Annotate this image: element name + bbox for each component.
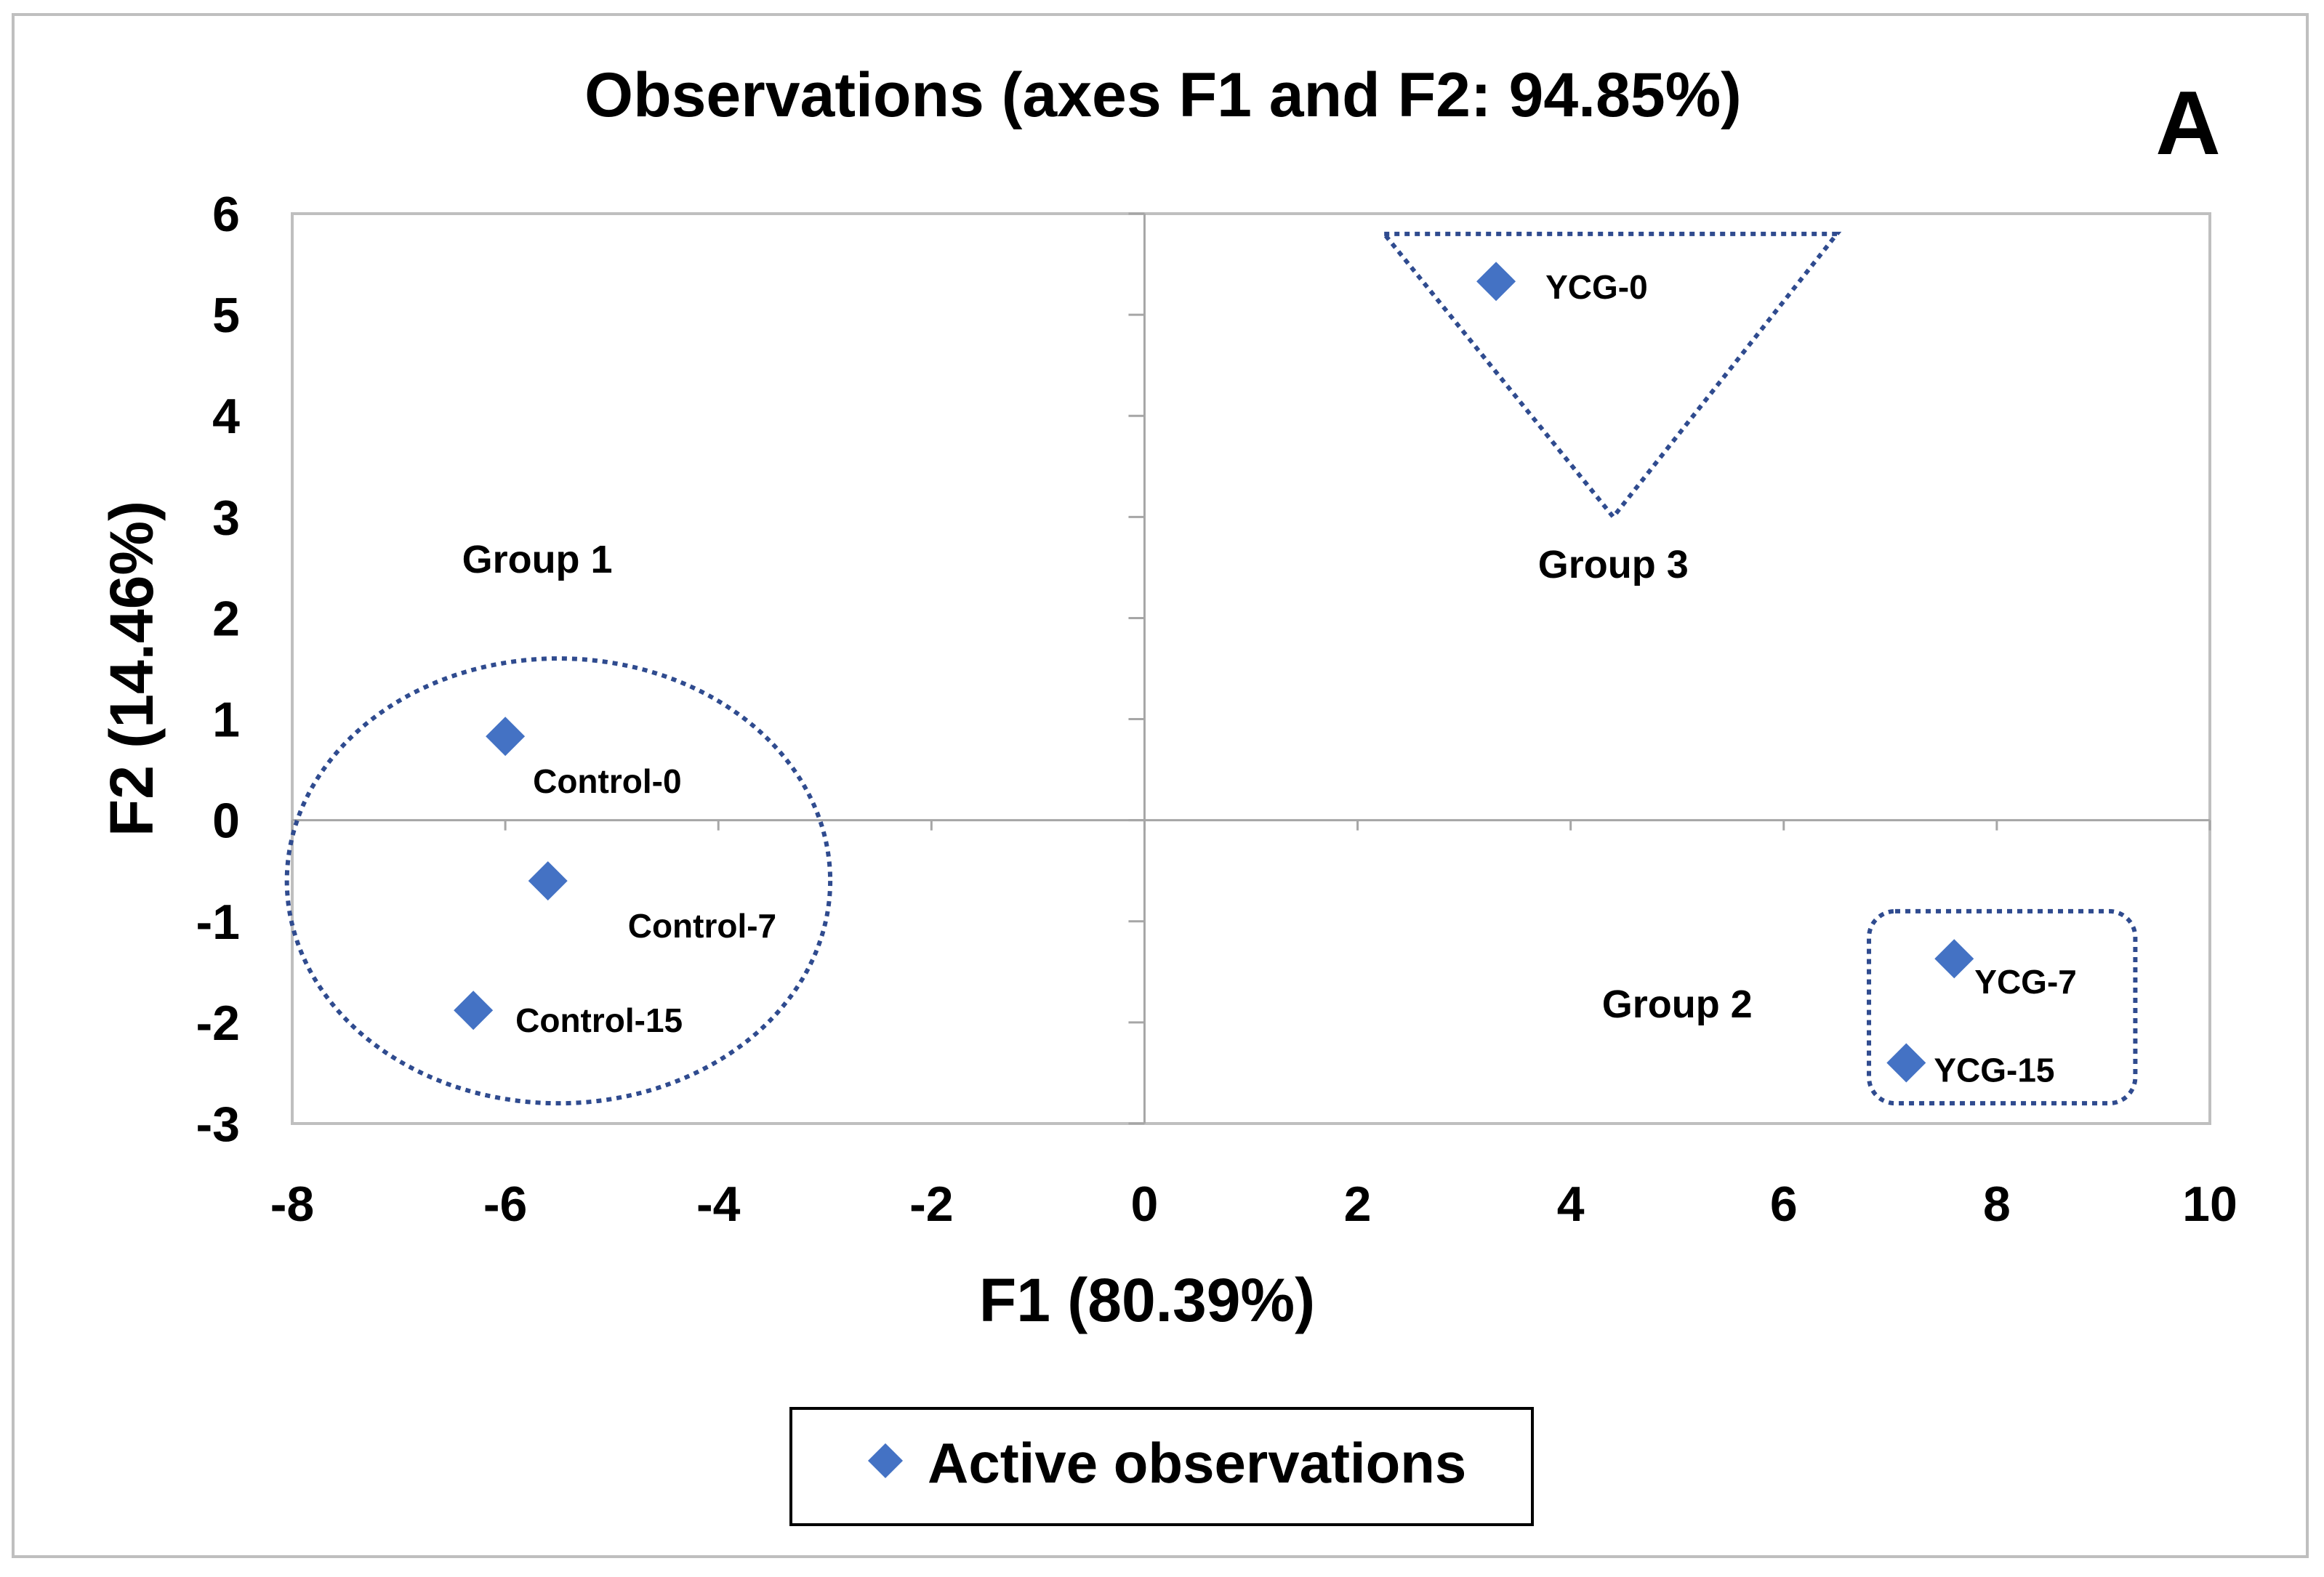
axes-layer: -8 -6 -4 -2 0 2 4 6 8 10 -3 -2 -1 0 1 2 3 4 5 6: [196, 187, 2237, 1232]
y-tick-label: 6: [212, 187, 240, 242]
y-tick-label: 1: [212, 693, 240, 748]
data-point-ycg-7: [1934, 939, 1974, 979]
x-tick-label: -8: [270, 1177, 314, 1232]
y-tick-label: 4: [212, 389, 240, 444]
data-point-ycg-15: [1886, 1043, 1926, 1083]
group-2-outline: [1867, 908, 2138, 1106]
chart-title: Observations (axes F1 and F2: 94.85%): [584, 60, 1742, 130]
data-label-control-15: Control-15: [515, 1001, 683, 1039]
x-tick-label: 8: [1983, 1177, 2011, 1232]
y-tick-label: 5: [212, 288, 240, 343]
data-point-ycg-0: [1476, 262, 1516, 302]
x-tick-label: 10: [2182, 1177, 2237, 1232]
group-outlines-layer: Group 1 Group 2 Group 3: [284, 231, 2138, 1106]
data-label-control-7: Control-7: [628, 907, 776, 945]
data-label-ycg-15: YCG-15: [1934, 1052, 2054, 1089]
x-tick-label: -6: [483, 1177, 527, 1232]
data-points-layer: Control-0 Control-7 Control-15 YCG-0 YCG-7 YC…: [454, 262, 2077, 1089]
x-axis-label: F1 (80.39%): [979, 1266, 1315, 1334]
y-tick-label: -3: [196, 1097, 240, 1152]
legend: Active observations: [789, 1407, 1534, 1526]
legend-box: [789, 1407, 1534, 1526]
y-tick-label: -2: [196, 996, 240, 1051]
y-tick-label: 3: [212, 490, 240, 545]
group-3-label: Group 3: [1538, 543, 1689, 586]
x-tick-label: 2: [1344, 1177, 1372, 1232]
data-point-control-0: [486, 717, 526, 757]
legend-entry-label: Active observations: [928, 1431, 1466, 1495]
x-tick-label: -4: [696, 1177, 741, 1232]
x-tick-label: 4: [1557, 1177, 1585, 1232]
group-1-outline: [284, 656, 833, 1106]
plot-area: [291, 212, 2211, 1125]
y-tick-label: 2: [212, 591, 240, 646]
data-point-control-7: [528, 861, 568, 901]
group-3-outline: [1379, 231, 1842, 521]
data-point-control-15: [454, 991, 494, 1031]
group-1-label: Group 1: [462, 538, 613, 581]
data-label-ycg-7: YCG-7: [1974, 963, 2077, 1001]
figure-frame: [12, 13, 2309, 1558]
x-tick-label: -2: [909, 1177, 953, 1232]
panel-letter: A: [2155, 73, 2221, 174]
x-tick-label: 0: [1131, 1177, 1159, 1232]
y-tick-label: -1: [196, 895, 240, 950]
data-label-control-0: Control-0: [533, 762, 681, 800]
data-label-ycg-0: YCG-0: [1545, 268, 1648, 306]
y-tick-label: 0: [212, 794, 240, 849]
x-tick-label: 6: [1770, 1177, 1798, 1232]
group-2-label: Group 2: [1602, 983, 1753, 1026]
y-axis-label: F2 (14.46%): [97, 501, 166, 836]
